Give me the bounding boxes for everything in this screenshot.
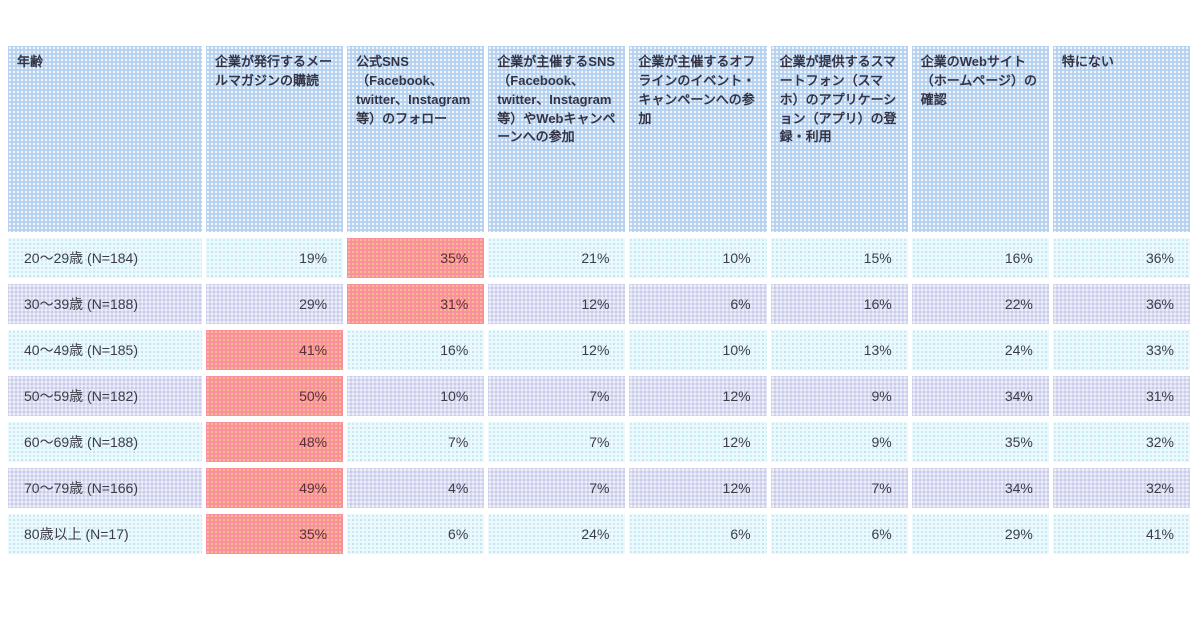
value-cell: 10% <box>629 330 766 370</box>
column-header-age: 年齢 <box>8 46 202 232</box>
column-header-mailmagazine: 企業が発行するメールマガジンの購読 <box>206 46 344 232</box>
value-cell-highlighted: 31% <box>347 284 485 324</box>
column-header-website: 企業のWebサイト（ホームページ）の確認 <box>911 46 1049 232</box>
table-row: 80歳以上 (N=17) 35% 6% 24% 6% 6% 29% 41% <box>8 514 1190 554</box>
header-row: 年齢 企業が発行するメールマガジンの購読 公式SNS（Facebook、twit… <box>8 46 1190 232</box>
value-cell: 7% <box>488 468 625 508</box>
value-cell: 41% <box>1053 514 1190 554</box>
value-cell: 9% <box>771 422 908 462</box>
column-header-smartphone-app: 企業が提供するスマートフォン（スマホ）のアプリケーション（アプリ）の登録・利用 <box>770 46 908 232</box>
value-cell: 6% <box>347 514 484 554</box>
column-header-none: 特にない <box>1052 46 1190 232</box>
value-cell: 24% <box>488 514 625 554</box>
table-body: 20〜29歳 (N=184) 19% 35% 21% 10% 15% 16% 36% 30〜39… <box>8 238 1190 554</box>
row-label-age-group: 60〜69歳 (N=188) <box>8 422 202 462</box>
value-cell: 22% <box>912 284 1049 324</box>
value-cell: 29% <box>912 514 1049 554</box>
value-cell-highlighted: 35% <box>206 514 344 554</box>
value-cell: 12% <box>629 422 766 462</box>
value-cell: 35% <box>912 422 1049 462</box>
value-cell: 10% <box>347 376 484 416</box>
value-cell: 7% <box>347 422 484 462</box>
value-cell: 34% <box>912 376 1049 416</box>
value-cell: 16% <box>771 284 908 324</box>
table-row: 60〜69歳 (N=188) 48% 7% 7% 12% 9% 35% 32% <box>8 422 1190 462</box>
value-cell-highlighted: 35% <box>347 238 485 278</box>
value-cell: 13% <box>771 330 908 370</box>
row-label-age-group: 20〜29歳 (N=184) <box>8 238 202 278</box>
value-cell: 34% <box>912 468 1049 508</box>
value-cell-highlighted: 41% <box>206 330 344 370</box>
row-label-age-group: 70〜79歳 (N=166) <box>8 468 202 508</box>
value-cell: 12% <box>488 330 625 370</box>
value-cell: 6% <box>629 514 766 554</box>
value-cell: 19% <box>206 238 343 278</box>
table-row: 50〜59歳 (N=182) 50% 10% 7% 12% 9% 34% 31% <box>8 376 1190 416</box>
table-row: 20〜29歳 (N=184) 19% 35% 21% 10% 15% 16% 36% <box>8 238 1190 278</box>
value-cell: 7% <box>771 468 908 508</box>
value-cell: 21% <box>488 238 625 278</box>
row-label-age-group: 50〜59歳 (N=182) <box>8 376 202 416</box>
age-group-digital-touchpoint-table: 年齢 企業が発行するメールマガジンの購読 公式SNS（Facebook、twit… <box>4 40 1194 560</box>
value-cell-highlighted: 50% <box>206 376 344 416</box>
row-label-age-group: 30〜39歳 (N=188) <box>8 284 202 324</box>
value-cell: 12% <box>629 376 766 416</box>
value-cell: 4% <box>347 468 484 508</box>
value-cell: 12% <box>488 284 625 324</box>
table-row: 40〜49歳 (N=185) 41% 16% 12% 10% 13% 24% 33% <box>8 330 1190 370</box>
value-cell: 29% <box>206 284 343 324</box>
value-cell: 33% <box>1053 330 1190 370</box>
value-cell: 31% <box>1053 376 1190 416</box>
value-cell-highlighted: 48% <box>206 422 344 462</box>
value-cell: 9% <box>771 376 908 416</box>
column-header-offline-event: 企業が主催するオフラインのイベント・キャンペーンへの参加 <box>629 46 767 232</box>
value-cell-highlighted: 49% <box>206 468 344 508</box>
column-header-sns-web-campaign: 企業が主催するSNS（Facebook、twitter、Instagram等）や… <box>488 46 626 232</box>
value-cell: 32% <box>1053 468 1190 508</box>
value-cell: 7% <box>488 376 625 416</box>
table-row: 70〜79歳 (N=166) 49% 4% 7% 12% 7% 34% 32% <box>8 468 1190 508</box>
value-cell: 36% <box>1053 284 1190 324</box>
row-label-age-group: 40〜49歳 (N=185) <box>8 330 202 370</box>
value-cell: 6% <box>771 514 908 554</box>
value-cell: 16% <box>912 238 1049 278</box>
table-row: 30〜39歳 (N=188) 29% 31% 12% 6% 16% 22% 36% <box>8 284 1190 324</box>
row-label-age-group: 80歳以上 (N=17) <box>8 514 202 554</box>
value-cell: 32% <box>1053 422 1190 462</box>
value-cell: 24% <box>912 330 1049 370</box>
value-cell: 12% <box>629 468 766 508</box>
value-cell: 6% <box>629 284 766 324</box>
value-cell: 10% <box>629 238 766 278</box>
column-header-official-sns: 公式SNS（Facebook、twitter、Instagram等）のフォロー <box>347 46 485 232</box>
value-cell: 36% <box>1053 238 1190 278</box>
value-cell: 15% <box>771 238 908 278</box>
value-cell: 16% <box>347 330 484 370</box>
value-cell: 7% <box>488 422 625 462</box>
